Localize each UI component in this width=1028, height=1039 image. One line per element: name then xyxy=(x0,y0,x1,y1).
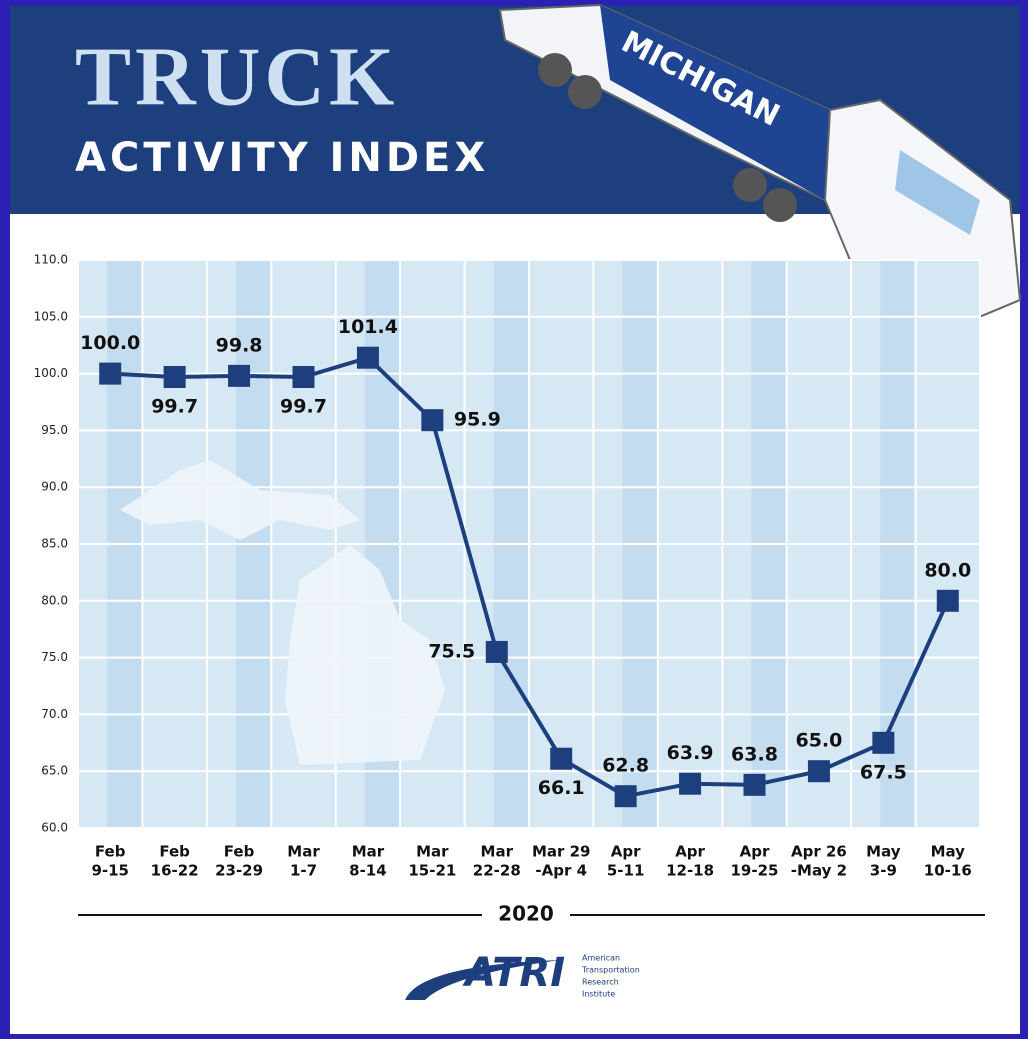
x-tick-label: Feb xyxy=(95,843,126,861)
data-point xyxy=(807,760,830,783)
value-label: 67.5 xyxy=(860,761,907,783)
x-tick-label: Apr 26 xyxy=(791,843,847,861)
value-label: 75.5 xyxy=(428,640,475,662)
x-tick-label: Apr xyxy=(740,843,770,861)
x-tick-label: 23-29 xyxy=(215,862,263,880)
x-tick-label: Mar xyxy=(481,843,514,861)
x-tick-label: 8-14 xyxy=(349,862,387,880)
upper-peninsula xyxy=(120,460,360,540)
x-tick-label: 22-28 xyxy=(473,862,521,880)
value-label: 100.0 xyxy=(80,332,140,354)
logo-swoosh xyxy=(405,960,560,1000)
x-tick-label: 9-15 xyxy=(91,862,129,880)
value-label: 63.9 xyxy=(667,742,714,764)
y-tick-label: 65.0 xyxy=(41,764,68,778)
data-point xyxy=(743,773,766,796)
x-tick-label: -Apr 4 xyxy=(535,862,587,880)
data-point xyxy=(292,366,315,389)
value-label: 99.8 xyxy=(216,334,263,356)
y-tick-label: 85.0 xyxy=(41,537,68,551)
value-label: 80.0 xyxy=(924,559,971,581)
logo-name: ATRI xyxy=(462,950,565,996)
x-tick-label: 5-11 xyxy=(607,862,645,880)
y-tick-label: 75.0 xyxy=(41,650,68,664)
x-tick-label: May xyxy=(931,843,966,861)
x-tick-label: Apr xyxy=(611,843,641,861)
logo-line: Transportation xyxy=(581,966,640,975)
x-tick-label: Mar xyxy=(287,843,320,861)
y-tick-label: 90.0 xyxy=(41,480,68,494)
windshield xyxy=(895,150,980,235)
x-axis-label: 2020 xyxy=(498,902,554,926)
x-tick-label: 15-21 xyxy=(408,862,456,880)
data-point xyxy=(872,731,895,754)
y-tick-label: 60.0 xyxy=(41,821,68,835)
x-tick-label: Feb xyxy=(159,843,190,861)
data-point xyxy=(228,364,251,387)
data-point xyxy=(614,785,637,808)
title: TRUCK xyxy=(75,30,398,123)
y-tick-label: 70.0 xyxy=(41,707,68,721)
value-label: 99.7 xyxy=(280,396,327,418)
value-label: 95.9 xyxy=(454,409,501,431)
wheel xyxy=(538,53,572,87)
x-tick-label: 3-9 xyxy=(870,862,897,880)
data-point xyxy=(163,366,186,389)
logo-line: Research xyxy=(582,978,619,987)
wheel xyxy=(568,75,602,109)
data-point xyxy=(99,362,122,385)
logo-line: Institute xyxy=(582,990,615,999)
y-tick-label: 80.0 xyxy=(41,593,68,607)
y-tick-label: 105.0 xyxy=(34,309,68,323)
x-tick-label: 19-25 xyxy=(731,862,779,880)
y-tick-label: 95.0 xyxy=(41,423,68,437)
wheel xyxy=(763,188,797,222)
data-point xyxy=(356,346,379,369)
x-tick-label: Mar xyxy=(416,843,449,861)
y-tick-label: 110.0 xyxy=(34,253,68,267)
value-label: 99.7 xyxy=(151,396,198,418)
value-label: 62.8 xyxy=(602,755,649,777)
x-tick-label: 16-22 xyxy=(151,862,199,880)
x-tick-label: Feb xyxy=(224,843,255,861)
plot-area: 60.0 65.0 70.0 75.0 80.0 85.0 90.0 95.0 100.0 105… xyxy=(34,253,981,880)
x-tick-label: 1-7 xyxy=(290,862,317,880)
data-point xyxy=(485,640,508,663)
map xyxy=(120,460,445,765)
data-point xyxy=(421,409,444,432)
value-label: 101.4 xyxy=(338,316,398,338)
x-tick-label: Mar xyxy=(352,843,385,861)
value-label: 65.0 xyxy=(795,730,842,752)
subtitle: ACTIVITY INDEX xyxy=(75,135,489,181)
marks: 100.0 99.7 99.8 99.7 101.4 95.9 75.5 66.1 62.8 63… xyxy=(80,316,971,808)
value-label: 63.8 xyxy=(731,743,778,765)
logo: ATRI American Transportation Research In… xyxy=(405,950,640,1000)
x-tick-label: 12-18 xyxy=(666,862,714,880)
x-tick-label: Mar 29 xyxy=(532,843,591,861)
value-label: 66.1 xyxy=(538,777,585,799)
y-tick-label: 100.0 xyxy=(34,366,68,380)
x-tick-label: May xyxy=(866,843,901,861)
x-tick-label: -May 2 xyxy=(791,862,847,880)
trailer-panel xyxy=(600,5,830,200)
logo-line: American xyxy=(582,954,620,963)
wheel xyxy=(733,168,767,202)
data-point xyxy=(550,747,573,770)
data-point xyxy=(679,772,702,795)
x-tick-label: Apr xyxy=(675,843,705,861)
lower-peninsula xyxy=(285,545,445,765)
x-tick-label: 10-16 xyxy=(924,862,972,880)
data-point xyxy=(936,589,959,612)
